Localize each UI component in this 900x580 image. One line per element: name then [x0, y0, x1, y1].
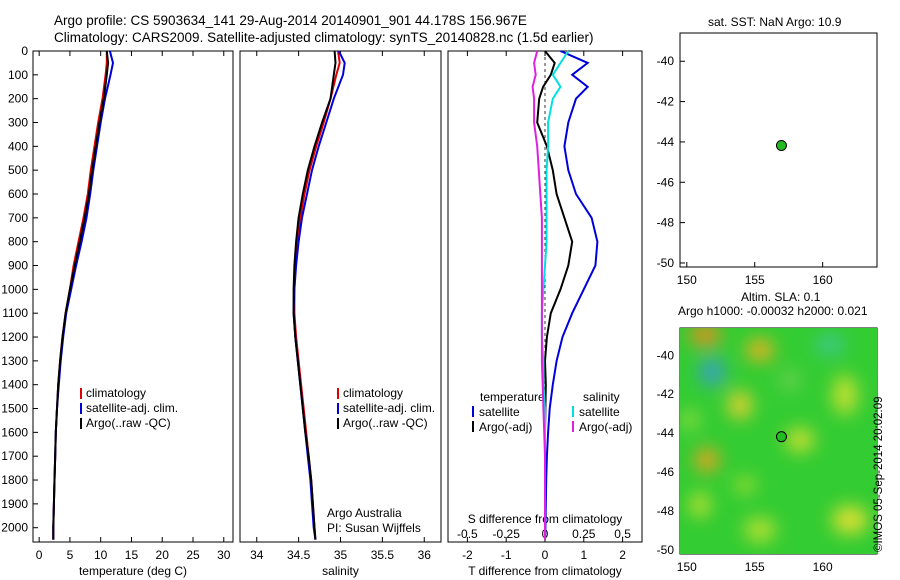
- map-frame-1: [679, 32, 878, 268]
- series-line-temperature-satellite: [544, 50, 599, 540]
- map-y-tick-label: -44: [657, 135, 675, 149]
- x-tick-label: 0: [542, 548, 549, 562]
- map-y-tick-label: -40: [657, 54, 675, 68]
- map-x-tick-label: 155: [745, 560, 765, 574]
- legend-label: Argo(-adj): [479, 420, 532, 434]
- sla-panel-title: Altim. SLA: 0.1: [741, 290, 821, 304]
- map-x-tick-label: 160: [813, 560, 833, 574]
- x-tick-label: 15: [125, 548, 139, 562]
- x-axis-label: T difference from climatology: [468, 564, 622, 578]
- x-tick-label: 5: [67, 548, 74, 562]
- y-tick-label: 600: [8, 187, 28, 201]
- y-tick-label: 500: [8, 163, 28, 177]
- s-tick-label: 0.5: [614, 527, 631, 541]
- x-axis-label: temperature (deg C): [79, 564, 187, 578]
- series-line-climatology: [293, 50, 341, 540]
- x-tick-label: 30: [217, 548, 231, 562]
- y-tick-label: 2000: [1, 521, 28, 535]
- header-line-1: Argo profile: CS 5903634_141 29-Aug-2014…: [54, 13, 527, 28]
- map-y-tick-label: -46: [657, 175, 675, 189]
- legend-label: satellite-adj. clim.: [86, 401, 178, 415]
- x-axis-label: salinity: [322, 564, 359, 578]
- legend-label: Argo(..raw -QC): [343, 416, 428, 430]
- argo-float-location: [775, 431, 787, 443]
- header-line-2: Climatology: CARS2009. Satellite-adjuste…: [54, 30, 594, 45]
- y-tick-label: 1800: [1, 473, 28, 487]
- y-tick-label: 1300: [1, 354, 28, 368]
- x-tick-label: 0: [36, 548, 43, 562]
- imos-timestamp: ©IMOS 05-Sep-2014 20:02:09: [873, 396, 885, 552]
- series-line-argo-raw-qc-: [292, 50, 337, 540]
- y-tick-label: 1600: [1, 425, 28, 439]
- legend-title: temperature: [480, 390, 545, 404]
- legend-label: climatology: [343, 386, 403, 400]
- map-y-tick-label: -42: [657, 387, 675, 401]
- legend-label: climatology: [86, 386, 146, 400]
- x-tick-label: 25: [186, 548, 200, 562]
- profile-panel-frame-2: [239, 50, 442, 543]
- legend-label: satellite-adj. clim.: [343, 401, 435, 415]
- series-line-satellite-adj-clim-: [292, 50, 346, 540]
- legend-label: Argo(..raw -QC): [86, 416, 171, 430]
- x-tick-label: 1: [580, 548, 587, 562]
- y-tick-label: 0: [21, 44, 28, 58]
- map-x-tick-label: 150: [677, 273, 697, 287]
- s-tick-label: -0.5: [457, 527, 478, 541]
- s-tick-label: 0.25: [572, 527, 596, 541]
- y-tick-label: 1900: [1, 497, 28, 511]
- legend-label: satellite: [479, 405, 520, 419]
- map-y-tick-label: -50: [657, 543, 675, 557]
- y-tick-label: 1400: [1, 378, 28, 392]
- y-tick-label: 900: [8, 259, 28, 273]
- y-tick-label: 800: [8, 235, 28, 249]
- map-y-tick-label: -44: [657, 426, 675, 440]
- x-tick-label: 34: [250, 548, 264, 562]
- profile-panel-frame-1: [32, 50, 234, 543]
- map-y-tick-label: -42: [657, 95, 675, 109]
- x-tick-label: -1: [501, 548, 512, 562]
- legend-label: satellite: [579, 405, 620, 419]
- y-tick-label: 200: [8, 92, 28, 106]
- y-tick-label: 1700: [1, 449, 28, 463]
- y-tick-label: 100: [8, 68, 28, 82]
- y-tick-label: 1200: [1, 330, 28, 344]
- x-tick-label: 10: [94, 548, 108, 562]
- x-tick-label: 36: [418, 548, 432, 562]
- x-tick-label: 2: [619, 548, 626, 562]
- y-tick-label: 1100: [2, 306, 28, 320]
- map-y-tick-label: -48: [657, 216, 675, 230]
- y-tick-label: 400: [8, 139, 28, 153]
- sst-panel-title: sat. SST: NaN Argo: 10.9: [708, 15, 842, 29]
- credit-line-2: PI: Susan Wijffels: [327, 521, 421, 535]
- y-tick-label: 300: [8, 116, 28, 130]
- y-tick-label: 1500: [1, 402, 28, 416]
- credit-line-1: Argo Australia: [327, 506, 402, 520]
- map-y-tick-label: -40: [657, 348, 675, 362]
- map-x-tick-label: 150: [677, 560, 697, 574]
- argo-float-location: [775, 140, 787, 152]
- map-y-tick-label: -50: [657, 256, 675, 270]
- map-y-tick-label: -46: [657, 465, 675, 479]
- series-line-satellite-adj-clim-: [52, 50, 115, 540]
- map-y-tick-label: -48: [657, 504, 675, 518]
- x-tick-label: -2: [462, 548, 473, 562]
- series-line-salinity-argo-adj-: [531, 50, 546, 540]
- legend-title: salinity: [583, 390, 620, 404]
- x-tick-label: 35.5: [371, 548, 395, 562]
- legend-label: Argo(-adj): [579, 420, 632, 434]
- y-tick-label: 700: [8, 211, 28, 225]
- map-x-tick-label: 160: [813, 273, 833, 287]
- series-line-argo-raw-qc-: [52, 50, 110, 540]
- sla-height-readout: Argo h1000: -0.00032 h2000: 0.021: [678, 304, 868, 318]
- x-tick-label: 34.5: [287, 548, 311, 562]
- x-tick-label: 20: [156, 548, 170, 562]
- y-tick-label: 1000: [1, 282, 28, 296]
- s-tick-label: -0.25: [493, 527, 521, 541]
- x-tick-label: 35: [334, 548, 348, 562]
- map-x-tick-label: 155: [745, 273, 765, 287]
